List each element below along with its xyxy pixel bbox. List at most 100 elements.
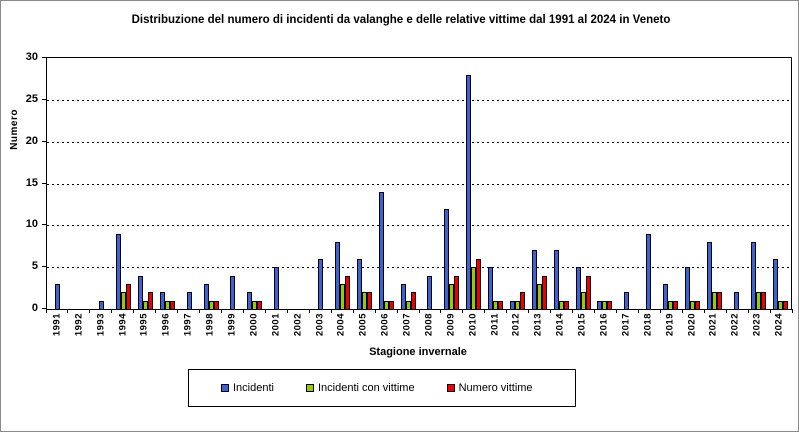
bar-incidenti-con-vittime-2006 <box>383 300 389 309</box>
bar-group-2003 <box>310 58 332 309</box>
y-tick-mark <box>42 98 46 100</box>
x-tick-label-2001: 2001 <box>270 313 282 337</box>
bar-incidenti-2018 <box>646 233 652 309</box>
x-tick-label-2019: 2019 <box>664 313 676 337</box>
bar-incidenti-2014 <box>553 250 559 309</box>
x-tick-mark <box>637 309 639 313</box>
bar-group-2006 <box>375 58 397 309</box>
bar-incidenti-con-vittime-2014 <box>558 300 564 309</box>
bar-incidenti-con-vittime-2000 <box>252 300 258 309</box>
bar-group-2015 <box>572 58 594 309</box>
bar-numero-vittime-2023 <box>760 292 766 309</box>
x-axis-title: Stagione invernale <box>369 346 467 358</box>
legend-label-incidenti: Incidenti <box>233 382 274 394</box>
bar-incidenti-con-vittime-1995 <box>142 300 148 309</box>
x-tick-mark <box>111 309 113 313</box>
x-tick-mark <box>199 309 201 313</box>
legend: Incidenti Incidenti con vittime Numero vit… <box>188 369 576 407</box>
bar-incidenti-con-vittime-2024 <box>777 300 783 309</box>
bar-incidenti-con-vittime-2016 <box>602 300 608 309</box>
bar-numero-vittime-1995 <box>147 292 153 309</box>
bar-group-2009 <box>441 58 463 309</box>
x-tick-label-1993: 1993 <box>95 313 107 337</box>
x-tick-label-2006: 2006 <box>379 313 391 337</box>
bar-incidenti-con-vittime-2005 <box>361 292 367 309</box>
bar-incidenti-2022 <box>733 292 739 309</box>
x-tick-mark <box>791 309 793 313</box>
x-tick-mark <box>133 309 135 313</box>
bar-incidenti-con-vittime-2009 <box>449 283 455 309</box>
bar-group-2021 <box>703 58 725 309</box>
bar-group-1997 <box>178 58 200 309</box>
bar-incidenti-1996 <box>159 292 165 309</box>
bar-incidenti-2009 <box>444 208 450 309</box>
bar-group-2005 <box>353 58 375 309</box>
bar-numero-vittime-2011 <box>498 300 504 309</box>
bar-numero-vittime-2020 <box>695 300 701 309</box>
x-tick-mark <box>550 309 552 313</box>
y-tick-label: 5 <box>31 260 38 273</box>
x-tick-label-1999: 1999 <box>226 313 238 337</box>
legend-item-numero-vittime: Numero vittime <box>446 382 533 394</box>
x-axis-ticks <box>45 309 793 313</box>
legend-swatch-numero-vittime <box>446 384 455 392</box>
bar-group-2000 <box>244 58 266 309</box>
bar-numero-vittime-2009 <box>454 275 460 309</box>
y-tick-mark <box>42 182 46 184</box>
bar-incidenti-2024 <box>772 258 778 309</box>
bar-numero-vittime-2004 <box>344 275 350 309</box>
bar-group-2023 <box>747 58 769 309</box>
y-tick-label: 15 <box>25 176 38 189</box>
bar-group-2011 <box>485 58 507 309</box>
x-tick-label-1996: 1996 <box>160 313 172 337</box>
bar-group-2013 <box>528 58 550 309</box>
bar-incidenti-2023 <box>750 242 756 309</box>
x-tick-label-2018: 2018 <box>642 313 654 337</box>
x-tick-label-1991: 1991 <box>51 313 63 337</box>
bar-incidenti-2010 <box>466 74 472 309</box>
x-tick-label-2020: 2020 <box>686 313 698 337</box>
bar-numero-vittime-1994 <box>126 283 132 309</box>
x-tick-mark <box>418 309 420 313</box>
x-tick-mark <box>747 309 749 313</box>
x-tick-label-1995: 1995 <box>138 313 150 337</box>
y-tick-mark <box>42 266 46 268</box>
bar-incidenti-con-vittime-2011 <box>493 300 499 309</box>
x-tick-mark <box>177 309 179 313</box>
bar-group-2024 <box>769 58 791 309</box>
chart-title: Distribuzione del numero di incidenti da… <box>131 14 671 26</box>
bar-numero-vittime-2000 <box>257 300 263 309</box>
x-tick-label-2017: 2017 <box>620 313 632 337</box>
y-tick-label: 25 <box>25 92 38 105</box>
bar-group-2001 <box>266 58 288 309</box>
bar-numero-vittime-2010 <box>476 258 482 309</box>
bar-incidenti-2020 <box>685 267 691 309</box>
x-tick-mark <box>681 309 683 313</box>
bar-group-2007 <box>397 58 419 309</box>
gridline <box>47 99 791 101</box>
y-tick-label: 20 <box>25 134 38 147</box>
legend-label-incidenti-con-vittime: Incidenti con vittime <box>317 382 415 394</box>
bar-incidenti-2003 <box>318 258 324 309</box>
x-tick-mark <box>462 309 464 313</box>
bar-group-1998 <box>200 58 222 309</box>
y-tick-mark <box>42 57 46 58</box>
x-tick-mark <box>659 309 661 313</box>
bar-group-2016 <box>594 58 616 309</box>
x-tick-mark <box>221 309 223 313</box>
x-tick-mark <box>352 309 354 313</box>
bar-numero-vittime-2012 <box>519 292 525 309</box>
x-tick-label-2003: 2003 <box>314 313 326 337</box>
bar-incidenti-2019 <box>663 283 669 309</box>
bar-group-1995 <box>135 58 157 309</box>
bar-incidenti-2000 <box>247 292 253 309</box>
x-tick-mark <box>615 309 617 313</box>
x-tick-label-1998: 1998 <box>204 313 216 337</box>
bar-group-2018 <box>638 58 660 309</box>
legend-label-numero-vittime: Numero vittime <box>458 382 533 394</box>
x-tick-mark <box>769 309 771 313</box>
x-tick-label-1994: 1994 <box>117 313 129 337</box>
x-tick-mark <box>330 309 332 313</box>
bar-incidenti-1993 <box>99 300 105 309</box>
bar-incidenti-1999 <box>230 275 236 309</box>
